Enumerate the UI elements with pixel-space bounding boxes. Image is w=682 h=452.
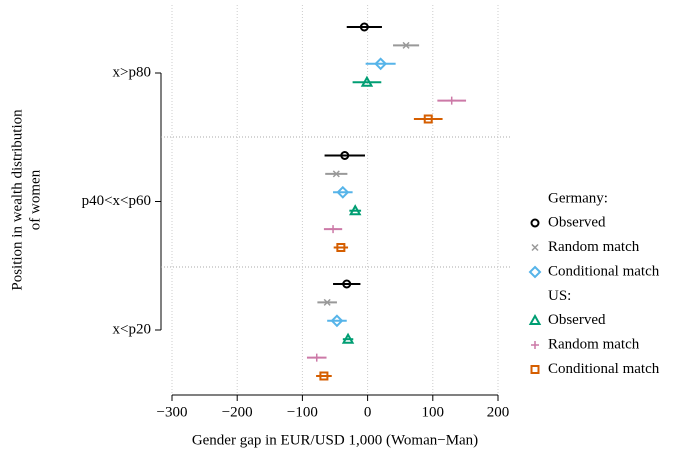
legend-label: Conditional match <box>548 263 660 279</box>
marker <box>341 332 355 344</box>
y-axis-label: Position in wealth distribution <box>9 109 25 291</box>
y-tick-label: x>p80 <box>113 64 151 80</box>
marker <box>447 96 456 105</box>
marker <box>528 313 542 325</box>
x-tick-label: −200 <box>222 404 253 420</box>
x-tick-label: 100 <box>422 404 445 420</box>
y-tick-label: x<p20 <box>113 321 151 337</box>
marker <box>528 265 542 279</box>
marker <box>332 170 340 178</box>
legend-group-title: Germany: <box>548 190 608 206</box>
marker <box>336 243 346 252</box>
marker <box>342 279 352 289</box>
marker <box>359 22 369 32</box>
x-tick-label: −100 <box>287 404 318 420</box>
marker <box>531 341 539 349</box>
legend-label: Conditional match <box>548 361 660 377</box>
legend-label: Observed <box>548 214 606 230</box>
legend-label: Observed <box>548 312 606 328</box>
marker <box>360 75 374 87</box>
legend-group-title: US: <box>548 288 571 304</box>
x-tick-label: 0 <box>364 404 372 420</box>
marker <box>319 371 329 381</box>
marker <box>530 365 540 374</box>
marker <box>323 298 331 306</box>
marker <box>330 314 344 328</box>
marker <box>423 114 433 124</box>
marker <box>312 353 321 362</box>
legend-label: Random match <box>548 336 640 352</box>
marker <box>374 57 388 71</box>
x-axis-label: Gender gap in EUR/USD 1,000 (Woman−Man) <box>192 432 478 448</box>
marker <box>349 204 362 216</box>
marker <box>340 151 350 160</box>
marker <box>402 41 410 49</box>
x-tick-label: −300 <box>157 404 188 420</box>
y-tick-label: p40<x<p60 <box>82 193 151 209</box>
marker <box>531 243 539 252</box>
legend-label: Random match <box>548 239 640 255</box>
marker <box>336 185 350 199</box>
y-axis-label: of women <box>27 169 43 230</box>
x-tick-label: 200 <box>487 404 510 420</box>
marker <box>329 225 338 234</box>
marker <box>530 218 540 228</box>
